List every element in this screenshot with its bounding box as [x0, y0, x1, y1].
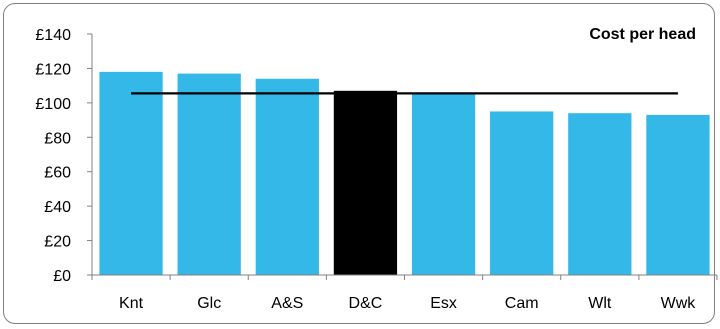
y-tick-label: £120: [35, 61, 71, 78]
bar-wwk: [646, 114, 710, 276]
x-tick-label: Cam: [505, 295, 539, 312]
y-tick-label: £100: [35, 96, 71, 113]
y-tick-label: £0: [53, 268, 71, 285]
bars: [99, 71, 710, 276]
bar-wlt: [568, 113, 632, 275]
x-tick-label: Wwk: [661, 295, 697, 312]
x-tick-label: D&C: [349, 295, 383, 312]
y-tick-label: £80: [44, 130, 71, 147]
y-tick-label: £40: [44, 199, 71, 216]
bar-knt: [99, 71, 163, 275]
y-tick-label: £60: [44, 165, 71, 182]
x-tick-label: Glc: [197, 295, 221, 312]
x-tick-label: Wlt: [588, 295, 612, 312]
x-axis: Knt Glc A&S D&C Esx Cam Wlt Wwk: [91, 274, 718, 312]
y-axis: £0 £20 £40 £60 £80 £100 £120 £140: [35, 27, 93, 285]
bar-esx: [411, 94, 476, 275]
x-tick-label: A&S: [271, 295, 303, 312]
bar-glc: [177, 73, 241, 275]
bar-a-s: [255, 78, 319, 275]
x-tick-label: Esx: [430, 295, 457, 312]
y-tick-label: £140: [35, 27, 71, 44]
y-tick-label: £20: [44, 234, 71, 251]
chart-title: Cost per head: [589, 26, 696, 43]
bar-d-c: [333, 90, 398, 275]
x-tick-label: Knt: [119, 295, 144, 312]
bar-cam: [490, 111, 554, 275]
